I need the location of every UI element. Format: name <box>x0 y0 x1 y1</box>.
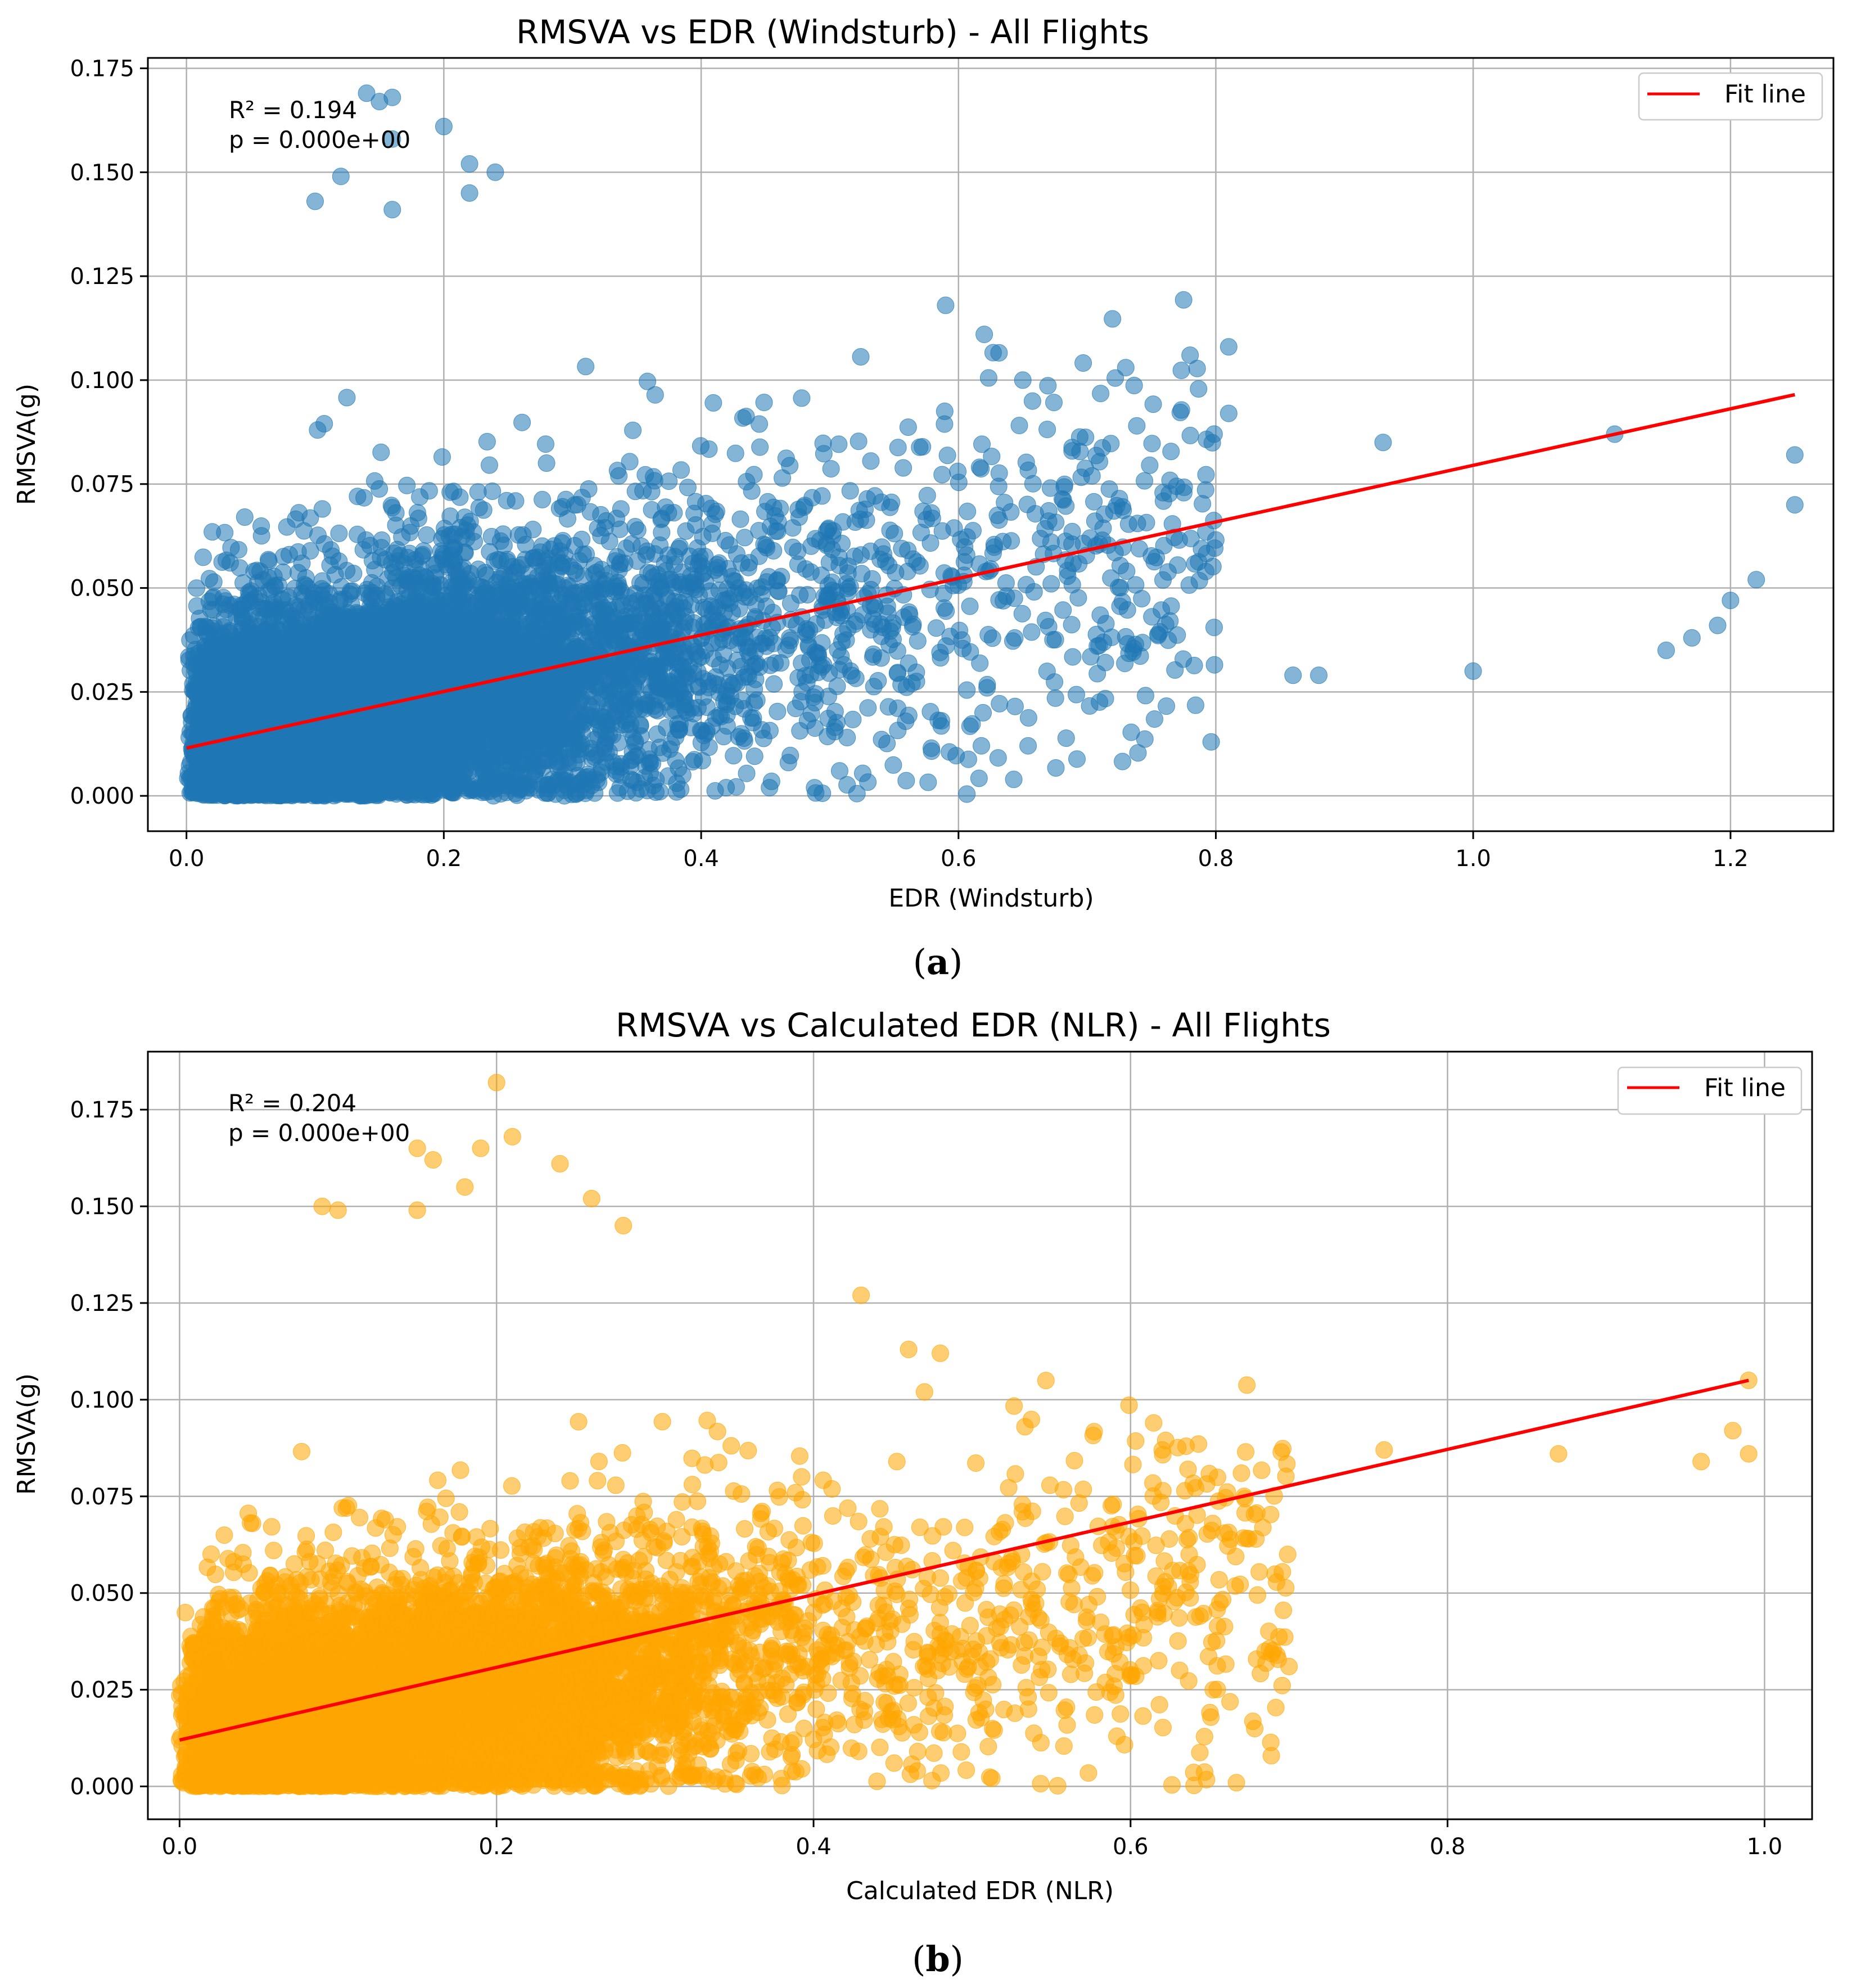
chart-a-point <box>1197 466 1215 484</box>
chart-a-point <box>1057 729 1075 747</box>
chart-a-point <box>782 746 799 764</box>
chart-a-point <box>791 722 809 740</box>
chart-a-point <box>639 372 657 390</box>
chart-a-point <box>1162 443 1180 461</box>
chart-a-point <box>1006 697 1024 715</box>
chart-a-point <box>1146 710 1163 728</box>
chart-a-point <box>236 508 254 526</box>
chart-a-point <box>990 464 1008 482</box>
chart-a-point <box>1023 623 1041 641</box>
chart-a-point <box>611 520 629 538</box>
chart-a-point <box>852 348 870 366</box>
chart-a-point <box>919 773 937 791</box>
chart-a-point <box>315 415 333 432</box>
chart-a-point <box>872 649 890 667</box>
chart-a-point <box>1114 752 1131 770</box>
chart-a-point <box>791 586 809 604</box>
chart-a-point <box>1125 377 1143 394</box>
chart-a-point <box>726 444 744 462</box>
chart-a-point <box>1205 656 1223 674</box>
chart-a-point <box>1190 380 1208 398</box>
chart-a-point <box>1202 733 1220 751</box>
chart-a-point <box>1046 689 1064 707</box>
chart-a-point <box>850 432 868 450</box>
chart-a-point <box>1158 697 1176 715</box>
chart-a-point <box>912 524 930 542</box>
chart-a-point <box>899 418 917 436</box>
chart-a-point <box>933 466 951 484</box>
chart-a-point <box>1205 619 1223 637</box>
chart-a-point <box>1002 503 1020 521</box>
chart-a-point <box>660 472 678 490</box>
chart-a-point <box>1144 395 1162 413</box>
chart-a-point <box>433 448 451 466</box>
chart-a-point <box>478 432 496 450</box>
chart-a-point <box>1205 425 1223 443</box>
chart-a-point <box>345 565 363 583</box>
chart-a-point <box>746 747 764 765</box>
chart-a-point <box>777 449 795 467</box>
chart-a-point <box>372 443 390 461</box>
chart-a-point <box>481 456 498 474</box>
chart-a-point <box>889 439 907 457</box>
chart-a-point <box>624 421 642 439</box>
chart-a-point <box>1004 632 1022 650</box>
chart-a-point <box>995 592 1013 610</box>
chart-a-point <box>1172 362 1190 380</box>
chart-a-point <box>1068 750 1086 768</box>
chart-a-point <box>290 504 308 522</box>
chart-a-point <box>961 597 979 615</box>
chart-a-point <box>513 413 531 431</box>
chart-a-point <box>938 447 956 465</box>
chart-a-point <box>1169 556 1187 574</box>
chart-a-point <box>979 369 997 387</box>
chart-a-point <box>923 742 941 760</box>
chart-a-point <box>373 531 391 549</box>
chart-a-point <box>278 518 296 536</box>
chart-a-point <box>1010 417 1028 435</box>
chart-a-point <box>1137 687 1154 705</box>
chart-a-point <box>1025 583 1043 601</box>
chart-a-point <box>644 468 662 486</box>
chart-a-point <box>411 488 429 506</box>
chart-a-point <box>1154 571 1172 589</box>
chart-a-point <box>1092 385 1110 403</box>
chart-a-point <box>1047 759 1065 777</box>
chart-a-point <box>659 767 677 785</box>
chart-a-point <box>970 769 988 787</box>
chart-a-point <box>441 483 459 501</box>
chart-a: RMSVA vs EDR (Windsturb) - All Flights 0… <box>12 13 1835 982</box>
chart-a-point <box>577 358 595 376</box>
chart-a-title: RMSVA vs EDR (Windsturb) - All Flights <box>516 13 1149 51</box>
chart-a-point <box>813 487 831 505</box>
chart-a-point <box>769 702 787 720</box>
chart-a-points <box>179 84 1804 805</box>
chart-a-point <box>738 764 756 782</box>
chart-a-point <box>859 699 877 717</box>
chart-a-point <box>1068 686 1085 704</box>
chart-a-point <box>743 482 761 500</box>
chart-a-point <box>731 510 749 528</box>
chart-a-point <box>1019 737 1037 755</box>
chart-a-point <box>991 695 1009 713</box>
chart-a-point <box>830 762 848 780</box>
chart-a-point <box>848 785 866 803</box>
chart-a-point <box>886 525 904 543</box>
chart-a-point <box>1045 394 1063 412</box>
chart-a-point <box>1081 697 1099 715</box>
chart-a-point <box>634 482 652 500</box>
chart-a-point <box>1136 472 1154 490</box>
chart-a-point <box>959 502 977 520</box>
